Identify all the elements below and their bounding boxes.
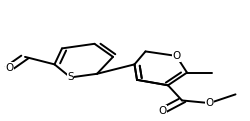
Text: O: O — [158, 106, 166, 116]
Text: S: S — [67, 72, 74, 82]
Text: O: O — [206, 98, 214, 108]
Text: O: O — [172, 51, 180, 61]
Text: O: O — [6, 63, 14, 73]
